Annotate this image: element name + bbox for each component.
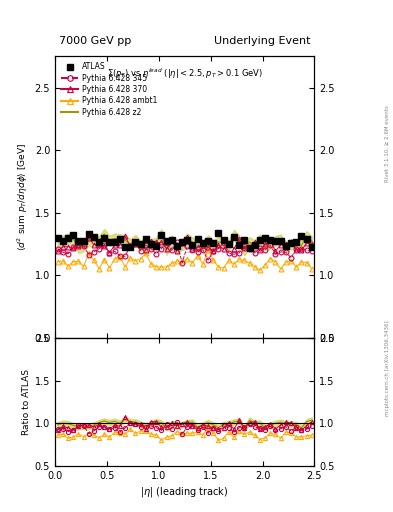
Text: Underlying Event: Underlying Event: [214, 35, 310, 46]
Y-axis label: $\langle d^2$ sum $p_T/d\eta d\phi\rangle$ [GeV]: $\langle d^2$ sum $p_T/d\eta d\phi\rangl…: [16, 143, 31, 251]
Text: $\Sigma(p_T)$ vs $\eta^{lead}$ ($|\eta| < 2.5, p_T > 0.1$ GeV): $\Sigma(p_T)$ vs $\eta^{lead}$ ($|\eta| …: [107, 66, 263, 80]
Text: Rivet 3.1.10, ≥ 2.6M events: Rivet 3.1.10, ≥ 2.6M events: [385, 105, 389, 182]
Legend: ATLAS, Pythia 6.428 345, Pythia 6.428 370, Pythia 6.428 ambt1, Pythia 6.428 z2: ATLAS, Pythia 6.428 345, Pythia 6.428 37…: [59, 60, 160, 119]
Text: mcplots.cern.ch [arXiv:1306.3436]: mcplots.cern.ch [arXiv:1306.3436]: [385, 321, 389, 416]
Text: 7000 GeV pp: 7000 GeV pp: [59, 35, 131, 46]
X-axis label: $|\eta|$ (leading track): $|\eta|$ (leading track): [140, 485, 229, 499]
Text: ATLAS_2010_S8894728: ATLAS_2010_S8894728: [140, 243, 230, 252]
Y-axis label: Ratio to ATLAS: Ratio to ATLAS: [22, 369, 31, 435]
